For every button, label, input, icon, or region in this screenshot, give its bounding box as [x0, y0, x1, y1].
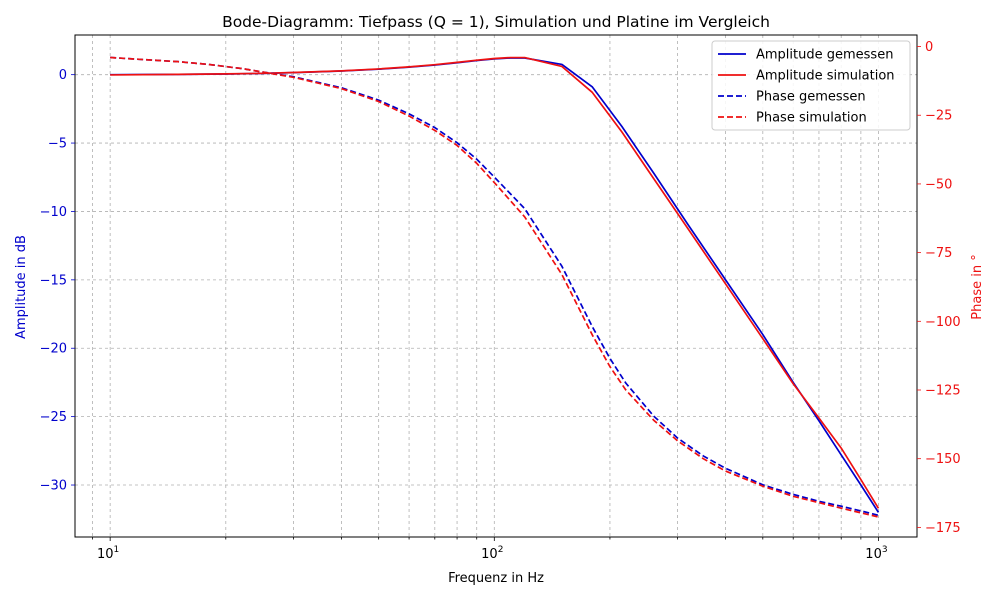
y-left-tick-label: −10 [40, 205, 67, 220]
y-axis-left: 0 −5 −10 −15 −20 −25 −30 [40, 68, 75, 494]
legend-entry-label: Amplitude simulation [756, 69, 895, 84]
y-left-tick-label: −30 [40, 479, 67, 494]
x-axis: 101 102 103 [92, 537, 888, 562]
x-tick-label: 102 [481, 545, 503, 562]
y-right-tick-label: 0 [925, 40, 933, 55]
series-line-3 [110, 56, 879, 517]
series-line-2 [110, 56, 880, 509]
legend-box [711, 40, 911, 131]
x-tick-label: 103 [865, 545, 887, 562]
y-left-tick-label: −20 [40, 342, 67, 357]
axes-frame [74, 34, 918, 538]
series-layer [110, 56, 880, 518]
series-line-4 [110, 56, 879, 518]
y-right-tick-label: −150 [925, 452, 961, 467]
y-right-tick-label: −50 [925, 177, 952, 192]
y-left-tick-label: 0 [59, 68, 67, 83]
y-left-tick-label: −5 [48, 137, 67, 152]
legend-entry-label: Amplitude gemessen [756, 48, 893, 63]
y-right-tick-label: −75 [925, 246, 952, 261]
y-right-tick-label: −175 [925, 521, 961, 536]
y-left-tick-label: −25 [40, 410, 67, 425]
y-axis-left-label: Amplitude in dB [14, 235, 29, 339]
legend-entry-label: Phase gemessen [756, 90, 866, 105]
y-right-tick-label: −100 [925, 315, 961, 330]
y-left-tick-label: −15 [40, 273, 67, 288]
chart-title: Bode-Diagramm: Tiefpass (Q = 1), Simulat… [222, 13, 770, 31]
y-right-tick-label: −25 [925, 109, 952, 124]
x-axis-label: Frequenz in Hz [448, 571, 544, 586]
y-right-tick-label: −125 [925, 383, 961, 398]
legend-entry-label: Phase simulation [756, 111, 867, 126]
y-axis-right-label: Phase in ° [970, 254, 985, 319]
legend: Amplitude gemessen Amplitude simulation Ph… [711, 40, 911, 131]
y-axis-right: 0 −25 −50 −75 −100 −125 −150 −175 [917, 40, 961, 536]
x-tick-label: 101 [97, 545, 119, 562]
